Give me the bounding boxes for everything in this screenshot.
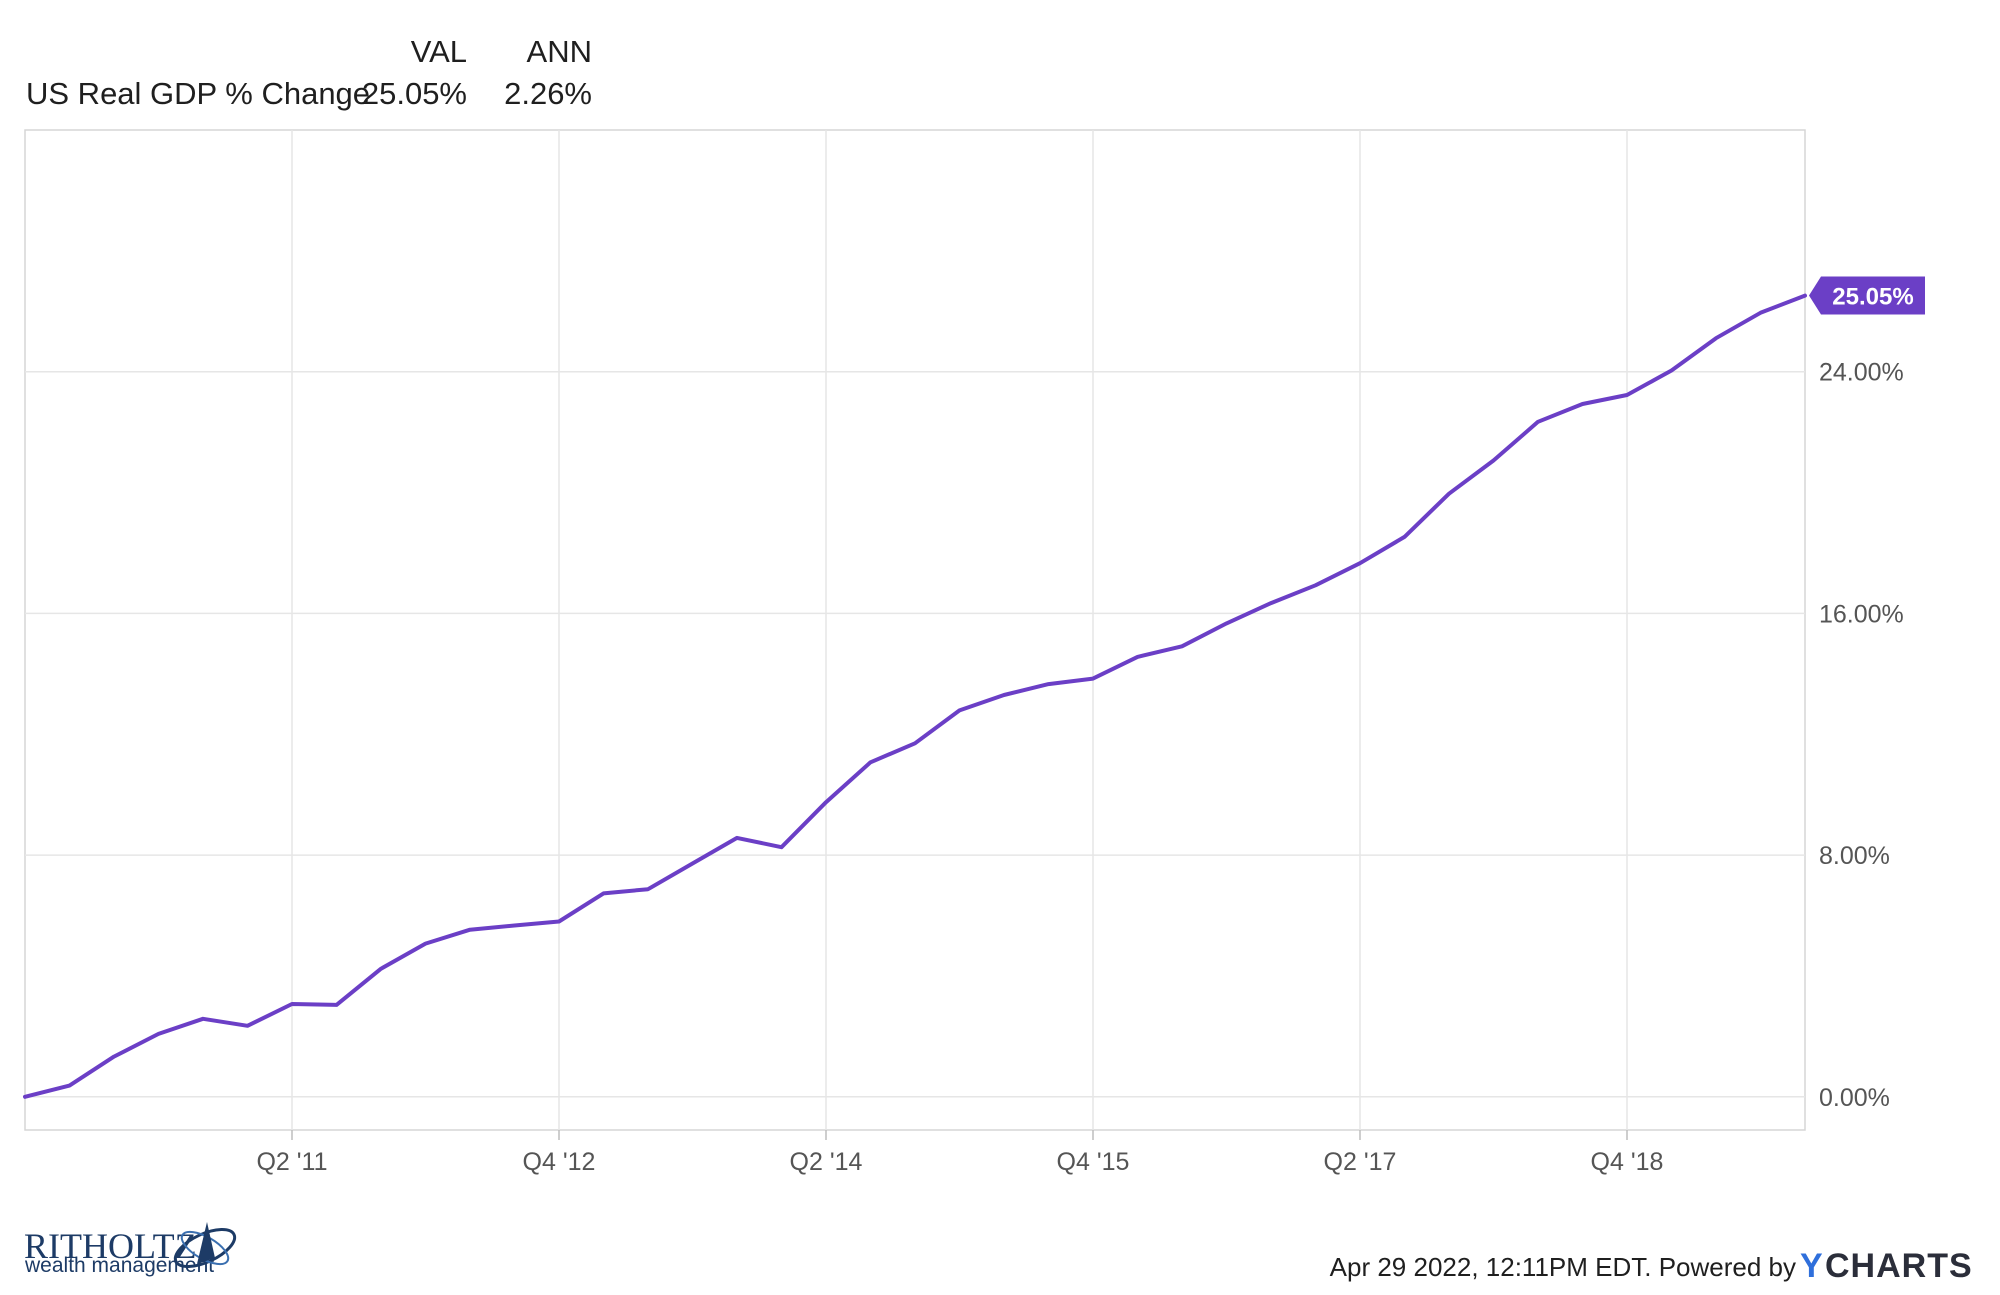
grid [25,130,1805,1130]
ycharts-logo-rest: CHARTS [1825,1247,1973,1285]
logo-subtitle: wealth management [24,1254,214,1277]
logo-emblem-icon [173,1222,237,1269]
legend-series-value: 25.05% [362,76,467,111]
series-line [23,293,1807,1099]
legend-header-val: VAL [411,34,467,69]
y-tick-label: 8.00% [1819,842,1890,870]
y-tick-label: 0.00% [1819,1084,1890,1112]
x-tick-label: Q2 '17 [1324,1148,1397,1176]
x-tick-label: Q4 '12 [523,1148,596,1176]
series-layer [23,293,1807,1099]
y-tick-label: 24.00% [1819,359,1904,387]
plot-frame [24,129,1806,1131]
ritholtz-logo: RITHOLTZ wealth management [24,1222,237,1277]
footer-timestamp: Apr 29 2022, 12:11PM EDT. Powered by [1330,1252,1796,1282]
y-tick-label: 16.00% [1819,600,1904,628]
end-value-tag-shape [1809,276,1925,315]
x-tick-label: Q4 '15 [1057,1148,1130,1176]
logo-name: RITHOLTZ [24,1226,197,1266]
legend: VAL ANN US Real GDP % Change 25.05% 2.26… [26,34,592,111]
x-tick-label: Q4 '18 [1591,1148,1664,1176]
x-tick-label: Q2 '14 [790,1148,863,1176]
end-value-tag: 25.05% [1809,276,1925,315]
legend-series-annualized: 2.26% [504,76,592,111]
x-axis-ticks: Q2 '11 Q4 '12 Q2 '14 Q4 '15 Q2 '17 Q4 '18 [256,1130,1663,1176]
ycharts-logo-y: Y [1800,1247,1824,1285]
end-value-tag-label: 25.05% [1832,284,1913,311]
x-tick-label: Q2 '11 [256,1148,327,1176]
y-axis-ticks: 0.00% 8.00% 16.00% 24.00% [1819,359,1904,1112]
legend-header-ann: ANN [527,34,592,69]
legend-series-name: US Real GDP % Change [26,76,370,111]
